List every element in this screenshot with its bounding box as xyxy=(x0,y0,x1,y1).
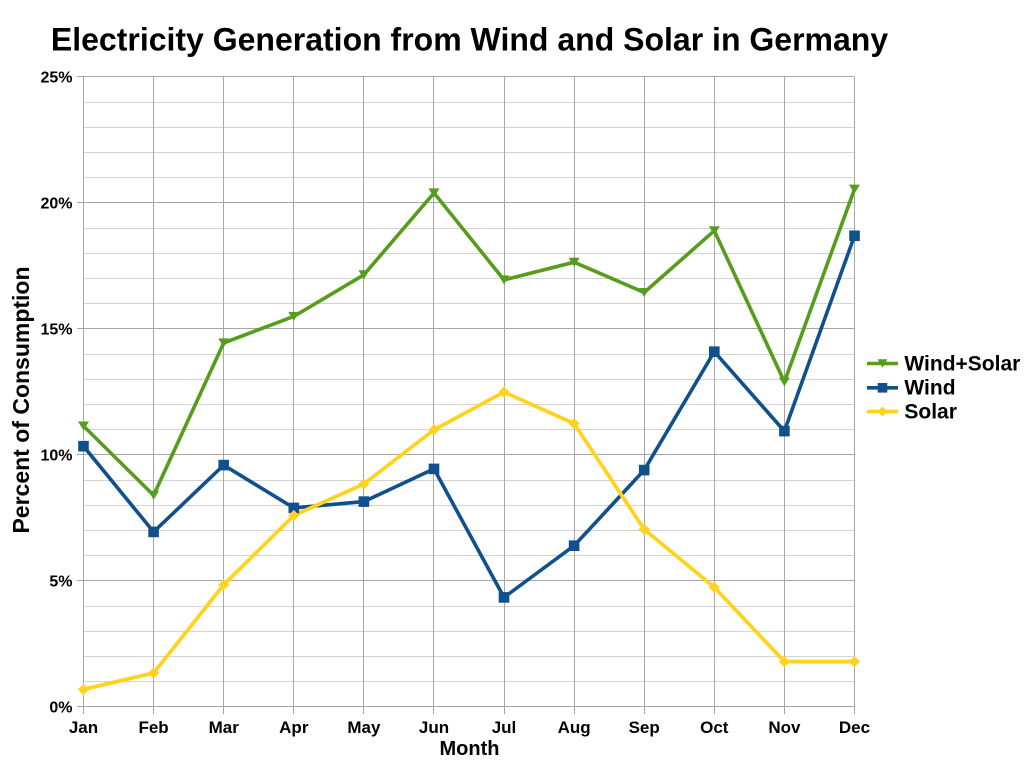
svg-text:Electricity Generation from Wi: Electricity Generation from Wind and Sol… xyxy=(51,21,888,57)
svg-text:0%: 0% xyxy=(49,700,72,717)
svg-text:Month: Month xyxy=(440,738,500,760)
svg-text:Dec: Dec xyxy=(839,718,870,737)
svg-text:15%: 15% xyxy=(40,322,72,339)
svg-text:Jun: Jun xyxy=(419,718,449,737)
svg-text:Nov: Nov xyxy=(768,718,801,737)
svg-text:Feb: Feb xyxy=(138,718,168,737)
svg-text:Jan: Jan xyxy=(69,718,98,737)
svg-text:Solar: Solar xyxy=(904,400,957,423)
svg-text:20%: 20% xyxy=(40,196,72,213)
svg-text:May: May xyxy=(347,718,381,737)
svg-text:Jul: Jul xyxy=(492,718,517,737)
svg-text:Oct: Oct xyxy=(700,718,729,737)
svg-text:Mar: Mar xyxy=(209,718,240,737)
svg-text:Wind+Solar: Wind+Solar xyxy=(904,352,1020,375)
svg-text:Wind: Wind xyxy=(904,377,955,400)
svg-text:Aug: Aug xyxy=(558,718,591,737)
svg-text:Apr: Apr xyxy=(279,718,309,737)
svg-text:Sep: Sep xyxy=(629,718,660,737)
svg-text:Percent of Consumption: Percent of Consumption xyxy=(8,266,34,533)
svg-text:5%: 5% xyxy=(49,574,72,591)
svg-text:25%: 25% xyxy=(40,70,72,87)
svg-text:10%: 10% xyxy=(40,448,72,465)
